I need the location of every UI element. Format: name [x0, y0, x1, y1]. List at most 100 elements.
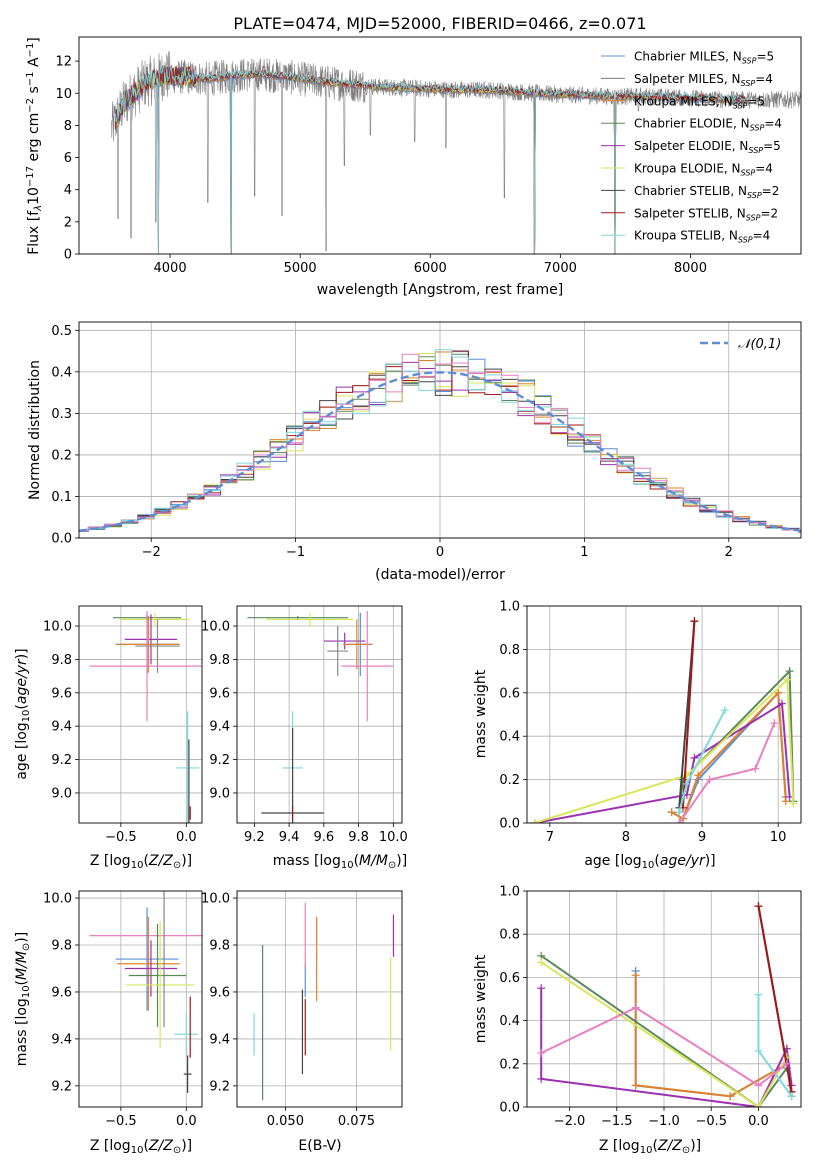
- mass-weight-line: [540, 988, 793, 1107]
- clipped-content: [79, 349, 801, 533]
- mass-weight-line: [682, 621, 696, 808]
- x-tick-label: 9.4: [279, 830, 300, 845]
- y-tick-label: 9.4: [209, 720, 230, 735]
- y-tick-label: 2: [64, 215, 72, 230]
- y-tick-label: 9.6: [51, 985, 72, 1000]
- y-tick-label: 0.4: [499, 730, 520, 745]
- residual-histogram-plot-area: −2 −1 0 1 2 0.0 0.1 0.2 0.3 0.4 0.5 𝒩(0,1): [51, 321, 802, 560]
- mass-weight-vs-z-plot-area: −2.0 −1.5 −1.0 −0.5 0.0 0.0 0.2 0.4 0.6 0.8 1.0: [499, 885, 802, 1129]
- axes-frame: [78, 605, 203, 824]
- legend-label: Chabrier MILES, NSSP=5: [634, 50, 774, 66]
- clipped-content: [89, 611, 202, 823]
- y-tick-label: 0.2: [51, 448, 72, 463]
- y-tick-label: 9.6: [209, 985, 230, 1000]
- y-tick-label: 9.2: [209, 753, 230, 768]
- legend-label: Salpeter ELODIE, NSSP=5: [634, 139, 781, 155]
- y-tick-label: 9.8: [209, 653, 230, 668]
- clipped-content: [89, 891, 202, 1093]
- clipped-content: [247, 611, 394, 823]
- y-tick-label: 9.4: [209, 1032, 230, 1047]
- residual-histogram-step: [79, 349, 801, 533]
- x-tick-label: 4000: [154, 261, 187, 276]
- y-tick-label: 6: [64, 151, 72, 166]
- y-tick-label: 0.5: [51, 324, 72, 339]
- age-vs-z-ylabel: age [log10(age/yr)]: [14, 648, 32, 779]
- x-tick-label: 2: [725, 545, 733, 560]
- mass-weight-line: [534, 701, 791, 823]
- mass-weight-vs-z-xlabel: Z [log10(Z/Z⊙)]: [599, 1138, 701, 1156]
- residual-histogram-step: [79, 353, 801, 533]
- y-tick-label: 0.0: [51, 532, 72, 547]
- y-tick-label: 9.4: [51, 720, 72, 735]
- x-tick-label: 0.075: [338, 1114, 375, 1129]
- y-tick-label: 12: [55, 55, 72, 70]
- x-tick-label: −0.5: [695, 1114, 727, 1129]
- x-tick-label: −1.5: [601, 1114, 633, 1129]
- y-tick-label: 10.0: [201, 892, 230, 907]
- x-tick-label: 0.050: [267, 1114, 304, 1129]
- age-vs-z-plot-area: −0.5 0.0 9.0 9.2 9.4 9.6 9.8 10.0: [43, 605, 203, 845]
- x-tick-label: −1: [286, 545, 305, 560]
- residual-histogram-panel: −2 −1 0 1 2 0.0 0.1 0.2 0.3 0.4 0.5 𝒩(0,1) (data-mo…: [27, 321, 802, 583]
- axes-frame: [526, 890, 802, 1108]
- clipped-content: [530, 617, 798, 823]
- mass-weight-line: [540, 961, 788, 1107]
- mass-weight-line: [757, 905, 793, 1093]
- residual-histogram-step: [79, 353, 801, 533]
- mass-vs-ebv-panel: 0.050 0.075 9.2 9.4 9.6 9.8 10.0 E(B-V): [201, 890, 403, 1154]
- y-tick-label: 0.4: [51, 365, 72, 380]
- y-tick-label: 0.0: [499, 817, 520, 832]
- y-tick-label: 0: [64, 248, 72, 263]
- y-tick-label: 9.0: [209, 786, 230, 801]
- y-tick-label: 9.8: [51, 939, 72, 954]
- legend-label: Kroupa ELODIE, NSSP=4: [634, 162, 773, 178]
- x-tick-label: 0.0: [176, 830, 197, 845]
- normal-reference-curve: [79, 371, 801, 532]
- axes-frame: [236, 605, 403, 824]
- x-tick-label: −2: [142, 545, 161, 560]
- y-tick-label: 10.0: [43, 892, 72, 907]
- y-tick-label: 9.4: [51, 1032, 72, 1047]
- model-spectrum: [115, 69, 749, 254]
- residual-histogram-step: [79, 350, 801, 533]
- mass-vs-z-xlabel: Z [log10(Z/Z⊙)]: [90, 1138, 192, 1156]
- y-tick-label: 0.2: [499, 1057, 520, 1072]
- axes-frame: [526, 605, 802, 824]
- x-tick-label: −0.5: [105, 1114, 137, 1129]
- y-tick-label: 1.0: [499, 885, 520, 900]
- y-tick-label: 9.2: [51, 753, 72, 768]
- y-tick-label: 0.4: [499, 1014, 520, 1029]
- y-tick-label: 9.6: [51, 686, 72, 701]
- y-tick-label: 9.8: [51, 653, 72, 668]
- x-tick-label: −2.0: [554, 1114, 586, 1129]
- age-vs-z-xlabel: Z [log10(Z/Z⊙)]: [90, 853, 192, 871]
- mass-weight-vs-age-plot-area: 7 8 9 10 0.0 0.2 0.4 0.6 0.8 1.0: [499, 600, 802, 845]
- legend-label: Chabrier ELODIE, NSSP=4: [634, 117, 782, 133]
- clipped-content: [253, 902, 395, 1100]
- x-tick-label: 9.6: [313, 830, 334, 845]
- age-vs-mass-xlabel: mass [log10(M/M⊙)]: [273, 853, 407, 871]
- residual-histogram-step: [79, 351, 801, 532]
- y-tick-label: 0.6: [499, 686, 520, 701]
- mass-weight-vs-z-panel: −2.0 −1.5 −1.0 −0.5 0.0 0.0 0.2 0.4 0.6 0.8 1.0 Z …: [473, 885, 802, 1156]
- clipped-content: [537, 902, 796, 1107]
- y-tick-label: 10.0: [201, 620, 230, 635]
- mass-weight-line: [678, 722, 776, 823]
- spectrum-title: PLATE=0474, MJD=52000, FIBERID=0466, z=0…: [233, 14, 646, 33]
- spectrum-plot-area: 4000 5000 6000 7000 8000 0 2 4 6 8 10 12 Chabrier MI…: [55, 36, 802, 276]
- age-vs-z-panel: −0.5 0.0 9.0 9.2 9.4 9.6 9.8 10.0 Z [log10(Z/Z⊙…: [14, 605, 203, 871]
- y-tick-label: 10.0: [43, 620, 72, 635]
- legend-label: Kroupa MILES, NSSP=5: [634, 94, 765, 110]
- mass-vs-ebv-plot-area: 0.050 0.075 9.2 9.4 9.6 9.8 10.0: [201, 890, 403, 1129]
- axes-frame: [78, 890, 203, 1108]
- spectrum-panel: 4000 5000 6000 7000 8000 0 2 4 6 8 10 12 Chabrier MI…: [25, 14, 802, 298]
- y-tick-label: 8: [64, 119, 72, 134]
- x-tick-label: 8: [622, 830, 630, 845]
- x-tick-label: 5000: [284, 261, 317, 276]
- y-tick-label: 4: [64, 183, 72, 198]
- legend-label: Salpeter MILES, NSSP=4: [634, 72, 773, 88]
- mass-vs-ebv-xlabel: E(B-V): [298, 1138, 341, 1154]
- x-tick-label: 0: [436, 545, 444, 560]
- axes-frame: [78, 321, 802, 539]
